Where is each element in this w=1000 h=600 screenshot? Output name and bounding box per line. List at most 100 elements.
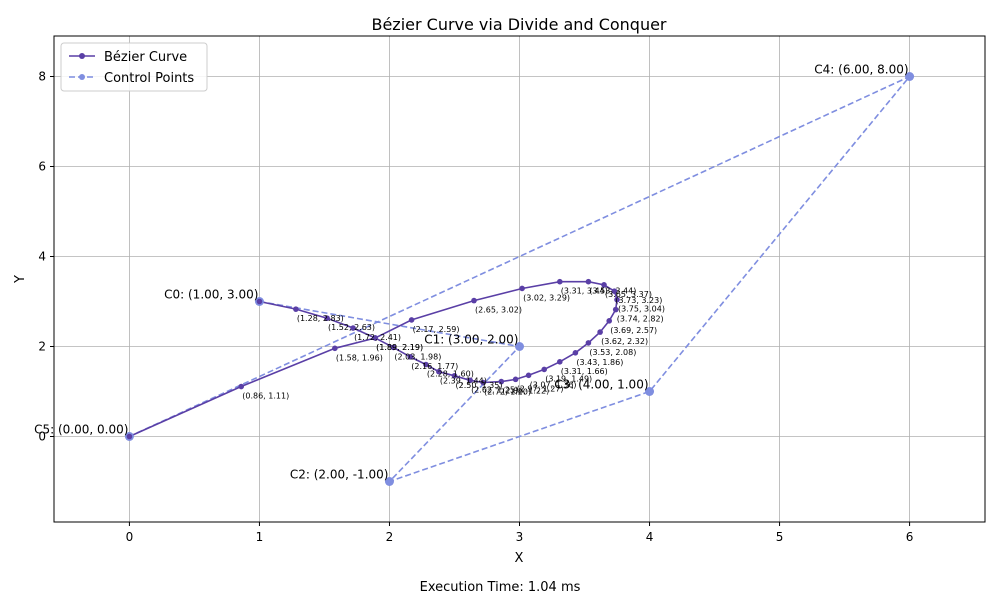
- control-point-label: C0: (1.00, 3.00): [164, 288, 258, 302]
- curve-point: [601, 282, 607, 288]
- curve-point: [390, 344, 397, 351]
- curve-point-label: (2.50, 1.35): [455, 381, 502, 390]
- curve-point: [408, 317, 415, 323]
- curve-point-label: (2.86, 1.22): [502, 387, 549, 396]
- execution-time-text: Execution Time: 1.04 ms: [419, 580, 581, 595]
- axis-ticks: 0 1 2 3 4 5 6 0 2 4 6 8: [38, 70, 913, 545]
- control-point-label: C5: (0.00, 0.00): [34, 423, 128, 437]
- control-points: [124, 72, 915, 486]
- curve-point: [557, 359, 563, 365]
- x-tick-label: 6: [906, 530, 914, 544]
- curve-point-label: (2.62, 1.25): [471, 385, 518, 394]
- curve-point-label: (1.72, 2.41): [354, 333, 401, 342]
- y-tick-label: 4: [38, 250, 46, 264]
- curve-point-label: (2.97, 1.27): [517, 384, 564, 393]
- control-point-label: C1: (3.00, 2.00): [424, 333, 518, 347]
- curve-point-label: (3.43, 1.86): [576, 358, 623, 367]
- curve-point: [614, 296, 620, 303]
- curve-point: [557, 278, 563, 285]
- curve-point: [436, 368, 442, 375]
- curve-point-label: (2.28, 1.60): [427, 370, 474, 379]
- curve-point: [519, 285, 525, 292]
- x-tick-label: 4: [646, 530, 654, 544]
- curve-point: [585, 278, 592, 285]
- y-tick-label: 6: [38, 160, 46, 174]
- control-point-label: C2: (2.00, -1.00): [290, 468, 389, 482]
- curve-point-label: (2.03, 1.98): [394, 352, 441, 361]
- curve-point: [324, 315, 330, 321]
- curve-point-label: (1.58, 1.96): [336, 353, 383, 362]
- curve-point: [126, 433, 133, 440]
- legend-label-curve: Bézier Curve: [104, 50, 187, 65]
- legend-box: [60, 42, 208, 92]
- curve-point: [238, 383, 245, 390]
- curve-point-label: (3.74, 2.82): [617, 315, 664, 324]
- curve-point: [541, 366, 548, 373]
- curve-point: [467, 377, 473, 384]
- x-tick-label: 5: [776, 530, 784, 544]
- control-point-label: C4: (6.00, 8.00): [814, 63, 908, 77]
- curve-point-label: (1.28, 2.83): [297, 314, 344, 323]
- curve-point: [471, 297, 477, 304]
- curve-point-label: (1.89, 2.19): [376, 343, 423, 352]
- curve-point-label: (3.02, 3.29): [523, 293, 570, 302]
- grid: [54, 36, 985, 522]
- curve-point-label: (3.31, 3.44): [561, 287, 608, 296]
- legend-label-control: Control Points: [104, 71, 194, 86]
- curve-point: [585, 340, 592, 346]
- curve-point: [256, 298, 263, 305]
- bezier-curve-path: [129, 280, 618, 438]
- control-point: [515, 342, 524, 351]
- curve-point-label: (3.19, 1.49): [545, 374, 592, 383]
- curve-point-label: (3.75, 3.04): [618, 305, 665, 314]
- x-axis-label: X: [515, 551, 524, 566]
- curve-point: [597, 329, 603, 335]
- curve-point: [350, 325, 356, 331]
- control-point: [384, 477, 394, 486]
- curve-point: [480, 379, 486, 386]
- curve-point-label: (3.53, 3.44): [589, 287, 636, 296]
- curve-point: [572, 350, 579, 356]
- curve-point-label: (0.86, 1.11): [242, 392, 289, 401]
- control-point: [645, 387, 655, 396]
- curve-point: [451, 372, 458, 379]
- control-polygon-line: [129, 75, 911, 483]
- curve-point: [606, 318, 613, 324]
- y-tick-label: 8: [38, 70, 46, 84]
- curve-point-label: (2.16, 1.77): [411, 362, 458, 371]
- curve-point: [407, 354, 414, 360]
- y-axis-label: Y: [13, 275, 28, 284]
- curve-point-label: (2.65, 3.02): [475, 306, 522, 315]
- x-tick-label: 3: [516, 530, 524, 544]
- point-labels: (0.86, 1.11) (1.58, 1.96)(1.89, 2.19) (2.1…: [34, 63, 908, 482]
- curve-point: [512, 376, 519, 383]
- bezier-curve-points: [126, 278, 620, 440]
- curve-point-label: (3.62, 2.32): [601, 337, 648, 346]
- control-point-label: C3: (4.00, 1.00): [554, 378, 648, 392]
- control-point: [905, 72, 915, 81]
- y-tick-label: 0: [38, 430, 46, 444]
- curve-point-label: (3.73, 3.23): [615, 296, 662, 305]
- x-tick-label: 0: [126, 530, 134, 544]
- curve-point: [372, 335, 378, 341]
- legend-marker-control: [79, 74, 85, 80]
- legend: Bézier Curve Control Points: [60, 42, 208, 92]
- curve-point-label: (3.65, 3.37): [605, 290, 652, 299]
- curve-point: [525, 372, 532, 379]
- curve-point: [498, 378, 505, 385]
- bezier-curve-line: [129, 280, 618, 438]
- chart-title: Bézier Curve via Divide and Conquer: [371, 15, 666, 34]
- y-tick-label: 2: [38, 340, 46, 354]
- control-polygon: [129, 75, 911, 483]
- curve-point-label: (2.72, 1.20): [484, 388, 531, 397]
- curve-point-label: (3.07, 1.36): [530, 380, 577, 389]
- curve-point-label: (3.31, 1.66): [561, 367, 608, 376]
- legend-marker-curve: [79, 53, 85, 59]
- curve-point: [423, 361, 429, 368]
- x-tick-label: 2: [386, 530, 394, 544]
- curve-point-label: (2.17, 2.59): [413, 325, 460, 334]
- curve-point-label: (2.39, 1.44): [440, 377, 487, 386]
- curve-point-label: (1.89, 2.19): [376, 343, 423, 352]
- curve-point: [611, 288, 618, 294]
